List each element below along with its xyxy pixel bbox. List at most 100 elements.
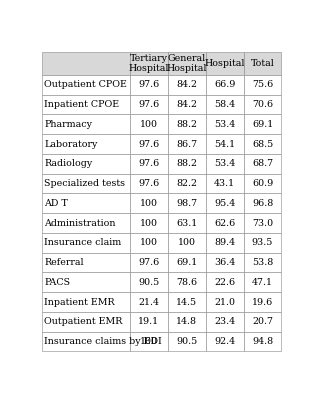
- Text: 84.2: 84.2: [176, 80, 197, 89]
- Bar: [42, 292, 130, 312]
- Text: Laboratory: Laboratory: [44, 140, 98, 148]
- Text: 97.6: 97.6: [138, 140, 160, 148]
- Bar: [42, 194, 130, 213]
- Text: Pharmacy: Pharmacy: [44, 120, 92, 129]
- Text: 94.8: 94.8: [252, 337, 273, 346]
- Text: 100: 100: [140, 219, 158, 227]
- Bar: [42, 134, 130, 154]
- Text: Referral: Referral: [44, 258, 84, 267]
- Bar: [42, 174, 130, 194]
- Bar: [206, 95, 244, 115]
- Bar: [130, 233, 168, 253]
- Bar: [206, 75, 244, 95]
- Text: 19.6: 19.6: [252, 298, 273, 306]
- Bar: [244, 332, 282, 352]
- Bar: [168, 75, 206, 95]
- Text: 22.6: 22.6: [214, 278, 235, 287]
- Bar: [244, 233, 282, 253]
- Text: 20.7: 20.7: [252, 317, 273, 326]
- Bar: [130, 51, 168, 75]
- Text: 97.6: 97.6: [138, 80, 160, 89]
- Text: 53.4: 53.4: [214, 120, 235, 129]
- Text: 68.5: 68.5: [252, 140, 273, 148]
- Text: 97.6: 97.6: [138, 100, 160, 109]
- Text: 62.6: 62.6: [214, 219, 235, 227]
- Bar: [168, 292, 206, 312]
- Bar: [168, 213, 206, 233]
- Text: Inpatient CPOE: Inpatient CPOE: [44, 100, 119, 109]
- Text: 43.1: 43.1: [214, 179, 235, 188]
- Bar: [244, 95, 282, 115]
- Text: 92.4: 92.4: [214, 337, 235, 346]
- Bar: [130, 194, 168, 213]
- Text: 68.7: 68.7: [252, 159, 273, 168]
- Bar: [130, 273, 168, 292]
- Text: 14.8: 14.8: [176, 317, 197, 326]
- Bar: [130, 312, 168, 332]
- Text: General
Hospital: General Hospital: [167, 53, 207, 73]
- Bar: [206, 332, 244, 352]
- Text: 97.6: 97.6: [138, 179, 160, 188]
- Text: 47.1: 47.1: [252, 278, 273, 287]
- Bar: [206, 312, 244, 332]
- Bar: [244, 213, 282, 233]
- Text: 100: 100: [178, 238, 196, 247]
- Text: 69.1: 69.1: [176, 258, 198, 267]
- Bar: [206, 253, 244, 273]
- Text: 84.2: 84.2: [176, 100, 197, 109]
- Text: 88.2: 88.2: [176, 120, 197, 129]
- Bar: [244, 292, 282, 312]
- Bar: [42, 75, 130, 95]
- Bar: [130, 115, 168, 134]
- Bar: [130, 332, 168, 352]
- Text: 21.0: 21.0: [214, 298, 235, 306]
- Bar: [244, 134, 282, 154]
- Text: Radiology: Radiology: [44, 159, 93, 168]
- Bar: [206, 273, 244, 292]
- Bar: [168, 134, 206, 154]
- Text: 86.7: 86.7: [176, 140, 197, 148]
- Bar: [130, 213, 168, 233]
- Bar: [42, 51, 130, 75]
- Text: AD T: AD T: [44, 199, 68, 208]
- Bar: [244, 51, 282, 75]
- Bar: [130, 95, 168, 115]
- Text: 58.4: 58.4: [214, 100, 235, 109]
- Text: 100: 100: [140, 238, 158, 247]
- Bar: [42, 332, 130, 352]
- Text: 88.2: 88.2: [176, 159, 197, 168]
- Bar: [168, 154, 206, 174]
- Text: Tertiary
Hospital: Tertiary Hospital: [129, 53, 169, 73]
- Text: 90.5: 90.5: [138, 278, 160, 287]
- Bar: [168, 233, 206, 253]
- Bar: [244, 312, 282, 332]
- Text: 97.6: 97.6: [138, 258, 160, 267]
- Text: Hospital: Hospital: [204, 59, 245, 68]
- Text: 100: 100: [140, 337, 158, 346]
- Bar: [206, 194, 244, 213]
- Text: 89.4: 89.4: [214, 238, 235, 247]
- Bar: [168, 95, 206, 115]
- Bar: [168, 115, 206, 134]
- Bar: [168, 253, 206, 273]
- Text: 100: 100: [140, 120, 158, 129]
- Bar: [244, 115, 282, 134]
- Bar: [206, 115, 244, 134]
- Text: Administration: Administration: [44, 219, 116, 227]
- Bar: [244, 253, 282, 273]
- Bar: [244, 75, 282, 95]
- Bar: [206, 233, 244, 253]
- Text: 66.9: 66.9: [214, 80, 235, 89]
- Bar: [42, 154, 130, 174]
- Text: 53.4: 53.4: [214, 159, 235, 168]
- Bar: [206, 292, 244, 312]
- Text: 93.5: 93.5: [252, 238, 273, 247]
- Text: PACS: PACS: [44, 278, 70, 287]
- Text: Outpatient CPOE: Outpatient CPOE: [44, 80, 127, 89]
- Bar: [130, 75, 168, 95]
- Text: 60.9: 60.9: [252, 179, 273, 188]
- Bar: [130, 292, 168, 312]
- Bar: [244, 174, 282, 194]
- Bar: [42, 253, 130, 273]
- Bar: [168, 174, 206, 194]
